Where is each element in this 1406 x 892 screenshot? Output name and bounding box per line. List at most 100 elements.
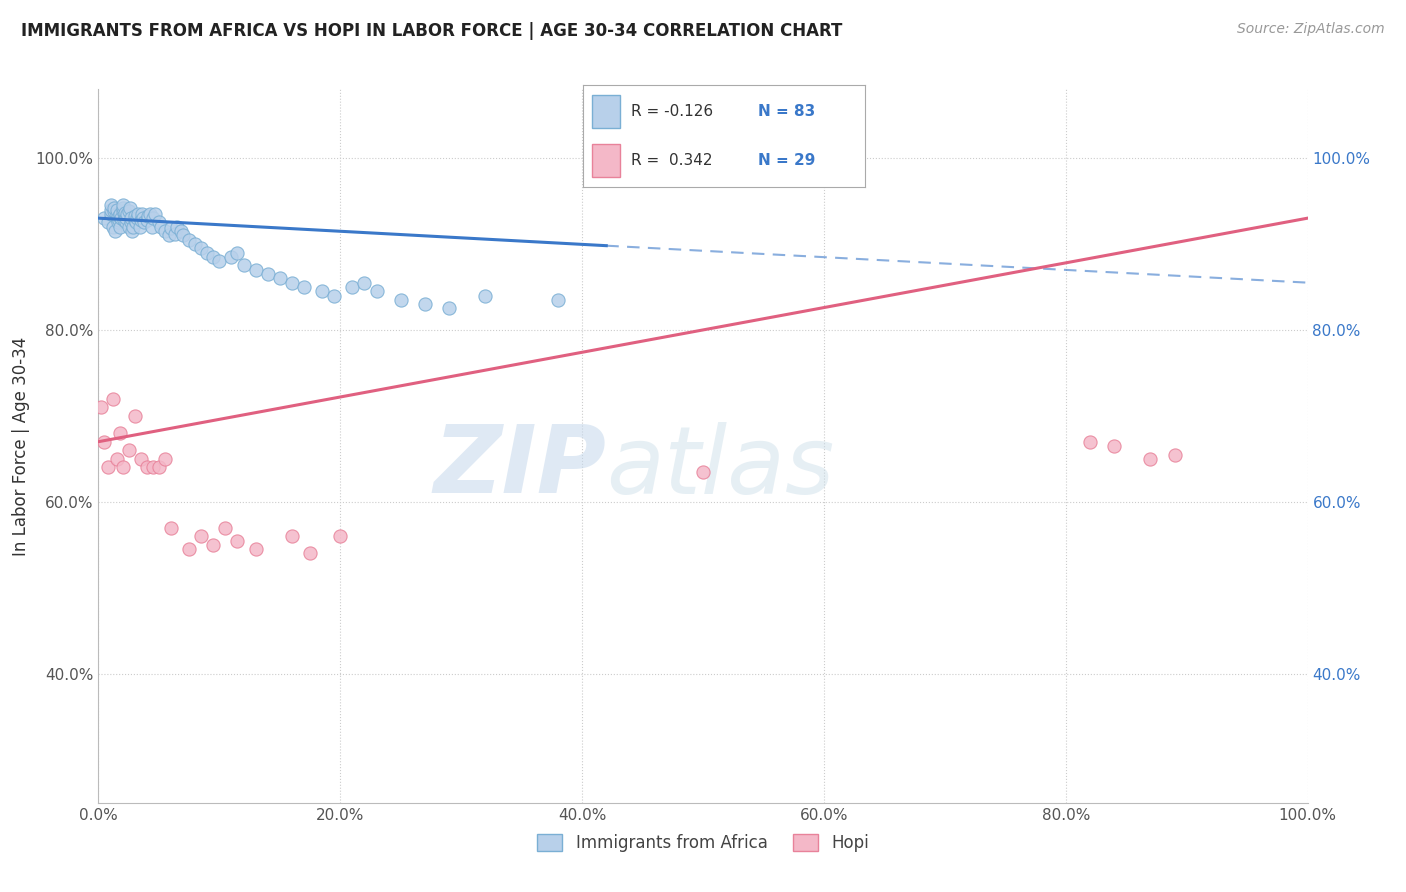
Point (97, 460, 120, 475)
Point (105, 202, 128, 217)
Point (245, 262, 267, 277)
Point (131, 207, 153, 221)
Text: N = 29: N = 29 (758, 153, 815, 169)
Point (256, 267, 278, 281)
Point (128, 219, 150, 234)
Point (150, 219, 173, 234)
Point (114, 210, 136, 224)
Point (437, 301, 460, 316)
Point (157, 228, 180, 243)
Point (148, 215, 170, 229)
Point (143, 207, 166, 221)
Point (100, 202, 122, 217)
Point (105, 451, 128, 466)
Point (134, 215, 156, 229)
Point (101, 392, 124, 406)
Point (117, 207, 139, 221)
Point (101, 219, 124, 234)
Point (281, 276, 304, 290)
Point (118, 443, 141, 458)
Point (172, 228, 194, 243)
Point (103, 204, 125, 219)
Point (184, 236, 207, 251)
Point (108, 210, 131, 224)
Point (692, 465, 714, 479)
Point (139, 207, 162, 221)
Text: R =  0.342: R = 0.342 (631, 153, 713, 169)
Legend: Immigrants from Africa, Hopi: Immigrants from Africa, Hopi (530, 827, 876, 859)
Point (100, 207, 122, 221)
Text: IMMIGRANTS FROM AFRICA VS HOPI IN LABOR FORCE | AGE 30-34 CORRELATION CHART: IMMIGRANTS FROM AFRICA VS HOPI IN LABOR … (21, 22, 842, 40)
Point (127, 211, 149, 226)
Text: ZIP: ZIP (433, 421, 606, 514)
Point (214, 521, 236, 535)
Point (323, 288, 346, 302)
Point (366, 285, 388, 299)
Point (169, 224, 191, 238)
Point (202, 250, 225, 264)
Point (208, 254, 231, 268)
Point (160, 521, 183, 535)
Point (195, 245, 218, 260)
Point (1102, 439, 1125, 453)
Point (141, 219, 163, 234)
Point (111, 201, 134, 215)
Point (112, 213, 135, 227)
Point (245, 542, 267, 557)
Point (166, 219, 188, 234)
Point (115, 211, 138, 226)
Point (122, 219, 145, 234)
Point (105, 211, 128, 226)
Point (142, 460, 165, 475)
Point (115, 215, 138, 229)
Point (547, 293, 569, 307)
Point (389, 293, 412, 307)
Point (110, 211, 132, 226)
Point (105, 207, 128, 221)
Point (353, 276, 375, 290)
Point (121, 224, 143, 238)
Point (124, 210, 146, 224)
Point (179, 233, 201, 247)
Y-axis label: In Labor Force | Age 30-34: In Labor Force | Age 30-34 (13, 336, 30, 556)
Point (142, 211, 165, 226)
Point (118, 201, 141, 215)
Point (108, 426, 131, 441)
Point (281, 529, 304, 543)
Point (108, 207, 131, 221)
Point (129, 451, 152, 466)
Point (108, 219, 131, 234)
Point (120, 211, 142, 226)
Point (108, 213, 131, 227)
Point (132, 211, 155, 226)
Point (232, 259, 254, 273)
Point (474, 288, 496, 302)
Point (124, 409, 146, 423)
Point (179, 542, 201, 557)
Text: Source: ZipAtlas.com: Source: ZipAtlas.com (1237, 22, 1385, 37)
Point (329, 529, 352, 543)
Point (202, 538, 225, 552)
Point (93, 434, 115, 449)
Point (118, 204, 141, 219)
Point (111, 198, 134, 212)
Point (100, 198, 122, 212)
Point (90, 401, 112, 415)
FancyBboxPatch shape (592, 145, 620, 177)
Point (136, 210, 159, 224)
Point (111, 460, 134, 475)
FancyBboxPatch shape (592, 95, 620, 128)
Text: N = 83: N = 83 (758, 103, 815, 119)
Point (413, 297, 436, 311)
Point (163, 227, 186, 241)
Point (190, 529, 212, 543)
Point (125, 215, 148, 229)
Point (104, 224, 127, 238)
Point (127, 207, 149, 221)
Point (114, 206, 136, 220)
Point (342, 280, 364, 294)
Point (221, 250, 243, 264)
Point (120, 215, 142, 229)
Point (124, 213, 146, 227)
Point (118, 219, 141, 234)
